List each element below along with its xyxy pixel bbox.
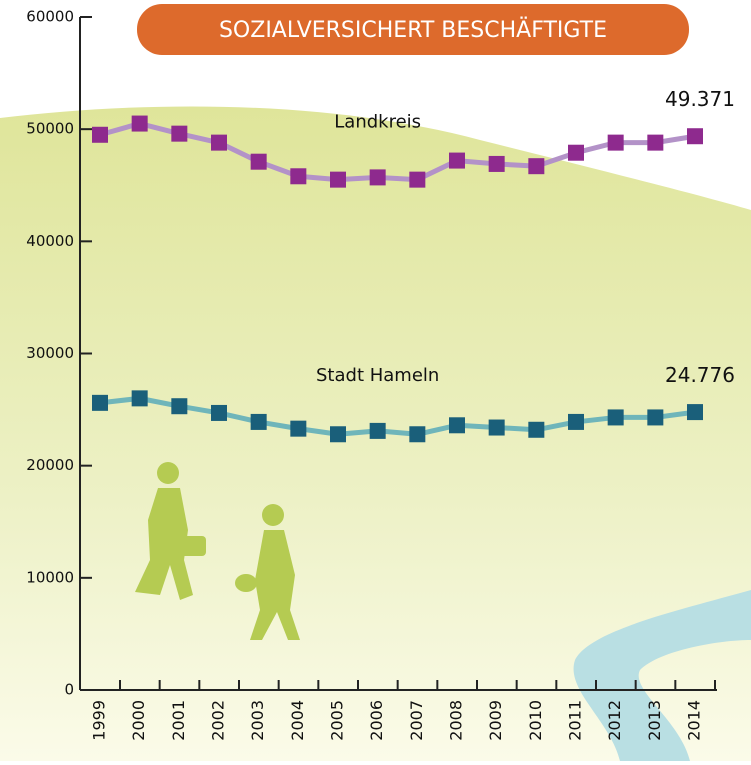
- data-point: [171, 398, 187, 414]
- data-point: [647, 409, 663, 425]
- data-point: [211, 405, 227, 421]
- y-tick-label: 40000: [26, 232, 74, 250]
- chart-title: SOZIALVERSICHERT BESCHÄFTIGTE: [219, 17, 607, 43]
- data-point: [370, 423, 386, 439]
- value-label: 49.371: [665, 87, 735, 111]
- data-point: [251, 414, 267, 430]
- y-tick-label: 30000: [26, 344, 74, 362]
- y-tick-label: 10000: [26, 568, 74, 586]
- data-point: [92, 395, 108, 411]
- y-tick-label: 20000: [26, 456, 74, 474]
- x-tick-label: 2009: [486, 700, 505, 741]
- data-point: [687, 404, 703, 420]
- data-point: [608, 409, 624, 425]
- value-label: 24.776: [665, 363, 735, 387]
- data-point: [449, 417, 465, 433]
- data-point: [330, 426, 346, 442]
- y-tick-label: 60000: [26, 8, 74, 26]
- x-tick-label: 2010: [526, 700, 545, 741]
- data-point: [92, 127, 108, 143]
- data-point: [528, 422, 544, 438]
- x-tick-label: 2012: [605, 700, 624, 741]
- data-point: [409, 426, 425, 442]
- data-point: [528, 158, 544, 174]
- x-tick-label: 1999: [90, 700, 109, 741]
- data-point: [251, 154, 267, 170]
- x-tick-label: 2005: [328, 700, 347, 741]
- x-tick-label: 2001: [169, 700, 188, 741]
- x-tick-label: 2003: [248, 700, 267, 741]
- data-point: [409, 172, 425, 188]
- x-tick-label: 2008: [447, 700, 466, 741]
- x-tick-label: 2000: [129, 700, 148, 741]
- series-label: Stadt Hameln: [316, 365, 439, 386]
- x-tick-label: 2006: [367, 700, 386, 741]
- x-tick-label: 2007: [407, 700, 426, 741]
- data-point: [370, 169, 386, 185]
- data-point: [290, 168, 306, 184]
- data-point: [489, 420, 505, 436]
- data-point: [449, 153, 465, 169]
- data-point: [132, 390, 148, 406]
- x-tick-label: 2013: [645, 700, 664, 741]
- y-tick-label: 50000: [26, 120, 74, 138]
- series-label: Landkreis: [334, 111, 421, 132]
- data-point: [489, 156, 505, 172]
- data-point: [687, 128, 703, 144]
- data-point: [171, 126, 187, 142]
- x-tick-label: 2002: [209, 700, 228, 741]
- y-tick-label: 0: [64, 681, 74, 699]
- data-point: [608, 135, 624, 151]
- data-point: [211, 135, 227, 151]
- x-tick-label: 2011: [566, 700, 585, 741]
- data-point: [568, 414, 584, 430]
- data-point: [132, 116, 148, 132]
- data-point: [568, 145, 584, 161]
- data-point: [290, 421, 306, 437]
- x-tick-label: 2014: [685, 700, 704, 741]
- data-point: [647, 135, 663, 151]
- data-point: [330, 172, 346, 188]
- x-tick-label: 2004: [288, 700, 307, 741]
- chart: SOZIALVERSICHERT BESCHÄFTIGTE 0 10000 2000…: [0, 0, 751, 761]
